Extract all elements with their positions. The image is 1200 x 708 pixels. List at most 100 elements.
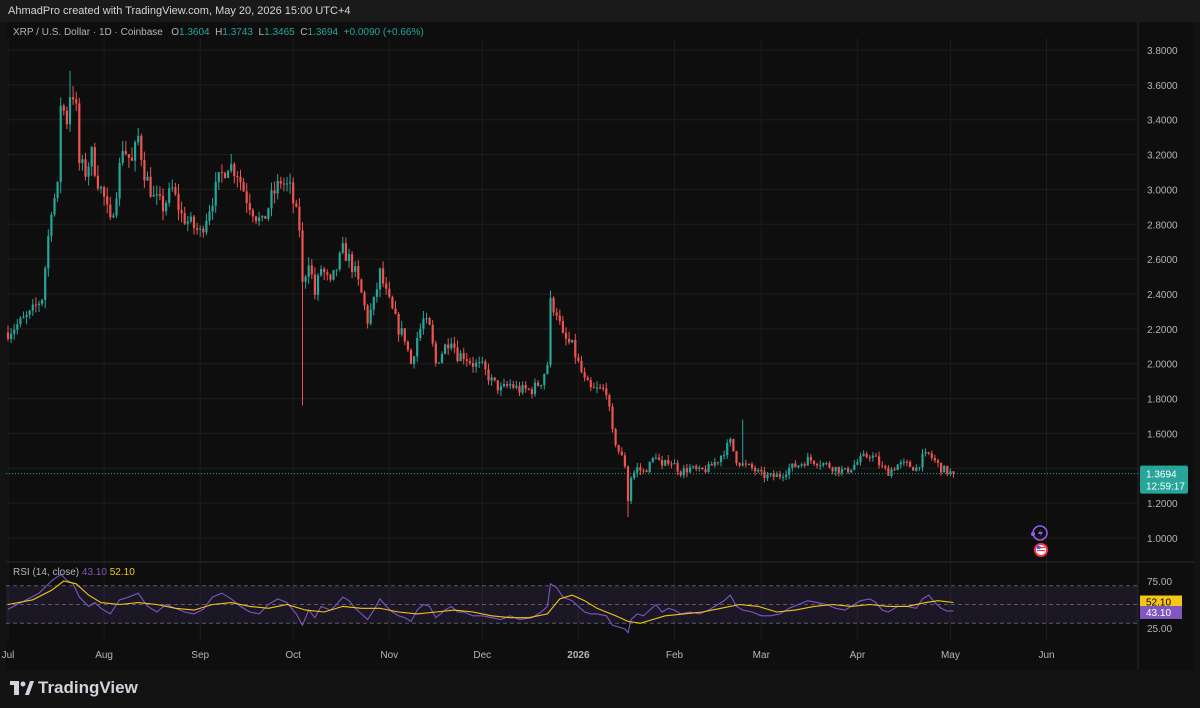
candle-body <box>90 147 93 167</box>
candle-body <box>750 464 754 468</box>
candle-body <box>171 187 174 189</box>
candle-body <box>484 361 487 370</box>
candle-body <box>564 332 568 339</box>
candle-body <box>704 469 707 473</box>
lightning-icon[interactable] <box>1031 525 1048 541</box>
rsi-title[interactable]: RSI (14, close) <box>13 567 80 578</box>
candle-body <box>940 462 943 473</box>
candle-body <box>850 469 853 473</box>
candle-body <box>927 452 930 454</box>
candle-body <box>320 268 323 276</box>
candle-body <box>744 463 747 465</box>
candle-body <box>134 142 137 161</box>
candle-body <box>199 228 202 230</box>
time-tick-label: Dec <box>473 650 491 661</box>
candle-body <box>44 268 47 300</box>
rsi-background <box>6 585 1138 624</box>
rsi-ma-badge-value: 52.10 <box>1146 598 1171 609</box>
candle-body <box>608 395 611 407</box>
footer <box>0 670 1200 708</box>
candle-body <box>775 474 778 477</box>
time-tick-label: 2026 <box>567 650 590 661</box>
candle-body <box>453 343 456 348</box>
candle-body <box>546 364 549 374</box>
candle-body <box>822 463 825 466</box>
candle-body <box>884 466 887 468</box>
price-tick-label: 2.6000 <box>1147 255 1178 266</box>
candle-body <box>499 386 502 391</box>
candle-body <box>236 176 239 178</box>
candle-body <box>72 97 75 100</box>
symbol-title[interactable]: XRP / U.S. Dollar · 1D · Coinbase <box>13 27 163 38</box>
candle-body <box>605 388 608 396</box>
candle-body <box>881 465 884 467</box>
candle-body <box>763 471 766 478</box>
low-label: L <box>258 27 265 38</box>
candle-body <box>289 182 292 184</box>
candle-body <box>196 228 199 230</box>
candle-body <box>37 303 41 306</box>
candlestick-series <box>6 70 1138 518</box>
candle-body <box>568 338 571 343</box>
time-tick-label: Apr <box>850 650 866 661</box>
rsi-tick-label: 75.00 <box>1147 577 1172 588</box>
candle-body <box>99 187 103 189</box>
candle-body <box>124 151 127 155</box>
price-tick-label: 1.2000 <box>1147 499 1178 510</box>
candle-body <box>679 471 682 476</box>
candle-body <box>893 469 896 471</box>
candle-body <box>825 463 828 465</box>
candle-body <box>887 467 890 476</box>
candle-body <box>878 456 881 466</box>
price-tick-label: 3.2000 <box>1147 151 1178 162</box>
candle-body <box>369 309 372 324</box>
candle-body <box>329 274 332 280</box>
candle-body <box>698 467 701 469</box>
time-tick-label: Nov <box>380 650 398 661</box>
candle-body <box>28 310 31 315</box>
candle-body <box>16 324 19 330</box>
candle-body <box>577 357 580 361</box>
candle-body <box>943 465 946 473</box>
candle-body <box>304 276 307 282</box>
candle-body <box>633 472 636 479</box>
candle-body <box>335 269 338 271</box>
candle-body <box>388 288 391 297</box>
candle-body <box>487 369 490 381</box>
candle-body <box>673 462 676 465</box>
candle-body <box>161 195 165 212</box>
candle-body <box>574 339 577 358</box>
candle-body <box>859 455 862 463</box>
candle-body <box>738 463 741 466</box>
candle-body <box>186 221 189 224</box>
candle-body <box>239 176 242 183</box>
candle-body <box>599 387 602 389</box>
attribution-bar: AhmadPro created with TradingView.com, M… <box>0 0 1200 22</box>
candle-body <box>915 467 918 471</box>
time-tick-label: Mar <box>753 650 771 661</box>
candle-body <box>223 173 227 178</box>
candle-body <box>81 159 84 163</box>
candle-body <box>521 384 524 393</box>
attribution-text: AhmadPro created with TradingView.com, M… <box>8 5 351 17</box>
tradingview-brand[interactable]: TradingView <box>10 678 138 698</box>
candle-body <box>273 190 276 194</box>
candle-body <box>840 469 843 473</box>
candle-body <box>158 194 161 196</box>
candle-body <box>871 455 874 458</box>
candle-body <box>121 151 124 164</box>
candle-body <box>490 377 493 381</box>
candle-body <box>270 190 273 209</box>
candle-body <box>475 362 478 367</box>
candle-body <box>230 164 233 171</box>
candle-body <box>949 471 952 475</box>
candle-body <box>561 321 564 333</box>
price-tick-label: 1.6000 <box>1147 429 1178 440</box>
open-value: 1.3604 <box>179 27 210 38</box>
candle-body <box>527 388 530 390</box>
us-flag-icon[interactable] <box>1034 543 1048 557</box>
candle-body <box>732 438 735 452</box>
candle-body <box>41 299 44 304</box>
grid-lines <box>6 22 1194 670</box>
